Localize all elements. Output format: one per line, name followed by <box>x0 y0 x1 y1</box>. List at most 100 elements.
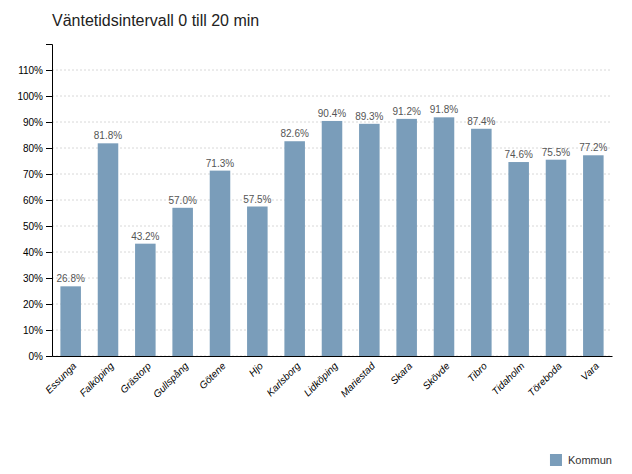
tick-mark <box>46 200 52 201</box>
data-label: 26.8% <box>56 273 84 284</box>
tick-label: 60% <box>23 195 43 206</box>
tick: 80% <box>23 143 52 154</box>
tick-label: 50% <box>23 221 43 232</box>
data-label: 75.5% <box>542 147 570 158</box>
bar <box>284 141 305 356</box>
tick: 50% <box>23 221 52 232</box>
tick: Vara <box>579 360 602 383</box>
tick-label: Töreboda <box>526 360 564 398</box>
tick: Grästorp <box>118 360 154 396</box>
tick-label: 0% <box>29 351 44 362</box>
tick: 70% <box>23 169 52 180</box>
tick: 60% <box>23 195 52 206</box>
bar <box>60 286 81 356</box>
tick-mark <box>46 278 52 279</box>
bar <box>322 121 343 356</box>
legend-label: Kommun <box>568 454 612 466</box>
tick-label: Gullspång <box>151 360 191 400</box>
tick-mark <box>46 122 52 123</box>
tick: Skara <box>388 360 415 387</box>
data-label: 77.2% <box>579 142 607 153</box>
data-label: 82.6% <box>280 128 308 139</box>
tick-mark <box>46 96 52 97</box>
tick: Gullspång <box>151 360 191 400</box>
bar <box>508 162 529 356</box>
tick-label: Skara <box>388 360 415 387</box>
data-label: 57.0% <box>168 195 196 206</box>
tick-label: Grästorp <box>118 360 154 396</box>
tick: Tibro <box>465 360 489 384</box>
tick-label: 70% <box>23 169 43 180</box>
tick: Tidaholm <box>490 360 527 397</box>
tick: 30% <box>23 273 52 284</box>
tick-label: 90% <box>23 117 43 128</box>
data-label: 74.6% <box>504 149 532 160</box>
tick: 10% <box>23 325 52 336</box>
legend: Kommun <box>550 454 612 466</box>
data-labels: 26.8%81.8%43.2%57.0%71.3%57.5%82.6%90.4%… <box>56 104 607 284</box>
tick-label: Essunga <box>43 360 79 396</box>
legend-item: Kommun <box>550 454 612 466</box>
tick: 110% <box>18 65 52 76</box>
bar <box>471 129 492 356</box>
y-axis: 0% 10% 20% 30% 40% 50% 60% 70% 80% 90% 100% 110% <box>17 45 52 362</box>
bar <box>135 244 156 356</box>
tick: Karlsborg <box>264 360 302 398</box>
tick-mark <box>46 252 52 253</box>
tick: 0% <box>29 351 52 362</box>
tick-label: 100% <box>17 91 43 102</box>
tick-label: Götene <box>197 360 228 391</box>
data-label: 91.2% <box>392 106 420 117</box>
legend-swatch <box>550 454 562 466</box>
tick-label: Tibro <box>465 360 489 384</box>
tick-mark <box>46 304 52 305</box>
tick: Falköping <box>77 360 116 399</box>
bar <box>546 160 567 356</box>
bar <box>210 171 231 356</box>
tick-mark <box>46 174 52 175</box>
tick-label: 20% <box>23 299 43 310</box>
bar <box>359 124 380 356</box>
tick-mark <box>46 330 52 331</box>
data-label: 43.2% <box>131 231 159 242</box>
tick-mark <box>46 356 52 357</box>
tick: Essunga <box>43 360 79 396</box>
data-label: 90.4% <box>318 108 346 119</box>
tick: Töreboda <box>526 360 564 398</box>
grid <box>52 70 612 356</box>
grid-line <box>52 70 612 71</box>
plot: 26.8%81.8%43.2%57.0%71.3%57.5%82.6%90.4%… <box>17 45 612 400</box>
tick: 90% <box>23 117 52 128</box>
bar <box>172 208 193 356</box>
tick-label: Karlsborg <box>264 360 302 398</box>
bar <box>247 207 268 357</box>
data-label: 91.8% <box>430 104 458 115</box>
tick-label: Skövde <box>420 360 452 392</box>
data-label: 71.3% <box>206 158 234 169</box>
x-axis: EssungaFalköpingGrästorpGullspångGötene H… <box>43 357 612 400</box>
tick: Götene <box>197 360 228 391</box>
tick-label: Lidköping <box>302 360 340 398</box>
data-label: 89.3% <box>355 111 383 122</box>
tick-label: 110% <box>18 65 43 76</box>
axis-line <box>53 356 613 357</box>
tick: Mariestad <box>338 360 377 399</box>
tick-mark <box>46 148 52 149</box>
tick: Hjo <box>247 360 266 379</box>
tick-mark <box>46 226 52 227</box>
bar <box>434 117 455 356</box>
tick: Lidköping <box>302 360 340 398</box>
tick-label: 40% <box>23 247 43 258</box>
bar <box>583 155 604 356</box>
data-label: 87.4% <box>467 116 495 127</box>
chart: 26.8%81.8%43.2%57.0%71.3%57.5%82.6%90.4%… <box>0 0 632 474</box>
data-label: 57.5% <box>243 194 271 205</box>
tick-label: Falköping <box>77 360 116 399</box>
tick: 100% <box>17 91 52 102</box>
tick-label: 10% <box>23 325 43 336</box>
tick-label: 80% <box>23 143 43 154</box>
title: Väntetidsintervall 0 till 20 min <box>52 12 259 29</box>
tick-label: Mariestad <box>338 360 377 399</box>
tick-mark <box>46 70 52 71</box>
tick-label: Tidaholm <box>490 360 527 397</box>
